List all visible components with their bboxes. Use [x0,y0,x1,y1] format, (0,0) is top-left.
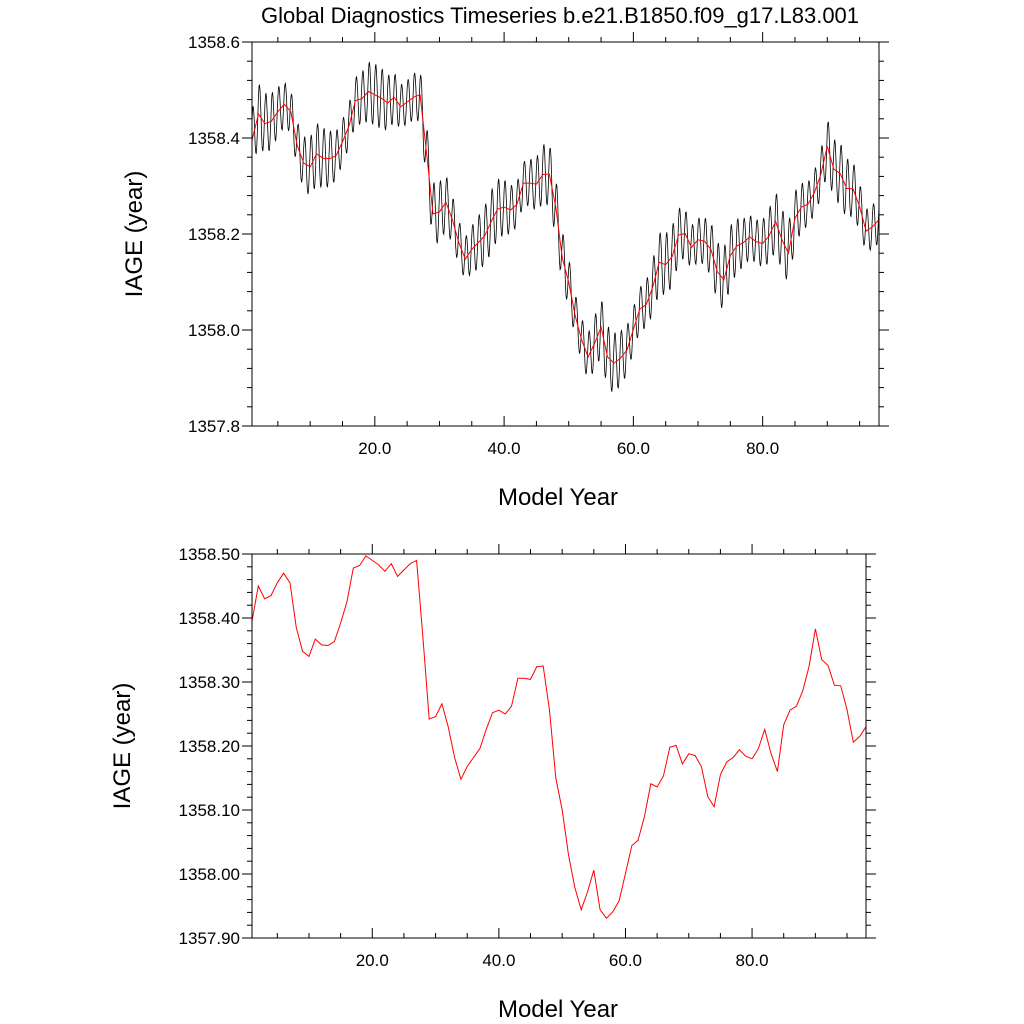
bottom-x-axis-label: Model Year [498,996,618,1023]
bottom-y-tick-label: 1358.10 [179,801,240,820]
bottom-y-tick-label: 1358.40 [179,609,240,628]
top-y-axis-label: IAGE (year) [121,171,148,298]
top-ticks [242,32,889,427]
bottom-plot-area [252,555,866,919]
top-y-tick-label: 1358.6 [188,33,240,52]
top-series-monthly-line [252,62,879,392]
bottom-x-tick-label: 80.0 [736,951,769,970]
top-plot-frame [251,41,880,427]
top-x-axis-label: Model Year [498,484,618,511]
bottom-y-tick-label: 1358.50 [179,545,240,564]
top-plot-area [252,62,879,392]
bottom-x-tick-label: 40.0 [482,951,515,970]
top-y-tick-label: 1358.4 [188,129,240,148]
bottom-y-tick-label: 1357.90 [179,929,240,948]
bottom-y-axis-label: IAGE (year) [109,683,136,810]
bottom-y-tick-label: 1358.20 [179,737,240,756]
top-y-tick-label: 1357.8 [188,417,240,436]
top-series-annual-line [252,90,879,364]
bottom-panel: Model Year IAGE (year) 20.0 40.0 60.0 80.0 1… [109,544,876,1023]
top-x-tick-label: 40.0 [488,439,521,458]
chart-title: Global Diagnostics Timeseries b.e21.B185… [261,3,859,28]
bottom-y-tick-label: 1358.00 [179,865,240,884]
top-x-tick-label: 20.0 [358,439,391,458]
bottom-y-tick-label: 1358.30 [179,673,240,692]
bottom-series-annual-line [252,555,866,919]
top-x-tick-label: 60.0 [617,439,650,458]
top-y-tick-label: 1358.2 [188,225,240,244]
bottom-x-tick-label: 60.0 [609,951,642,970]
top-y-tick-label: 1358.0 [188,321,240,340]
top-panel: Model Year IAGE (year) 20.0 40.0 60.0 80.0 1… [121,32,889,511]
bottom-x-tick-label: 20.0 [356,951,389,970]
bottom-ticks [242,544,876,939]
top-x-tick-label: 80.0 [746,439,779,458]
